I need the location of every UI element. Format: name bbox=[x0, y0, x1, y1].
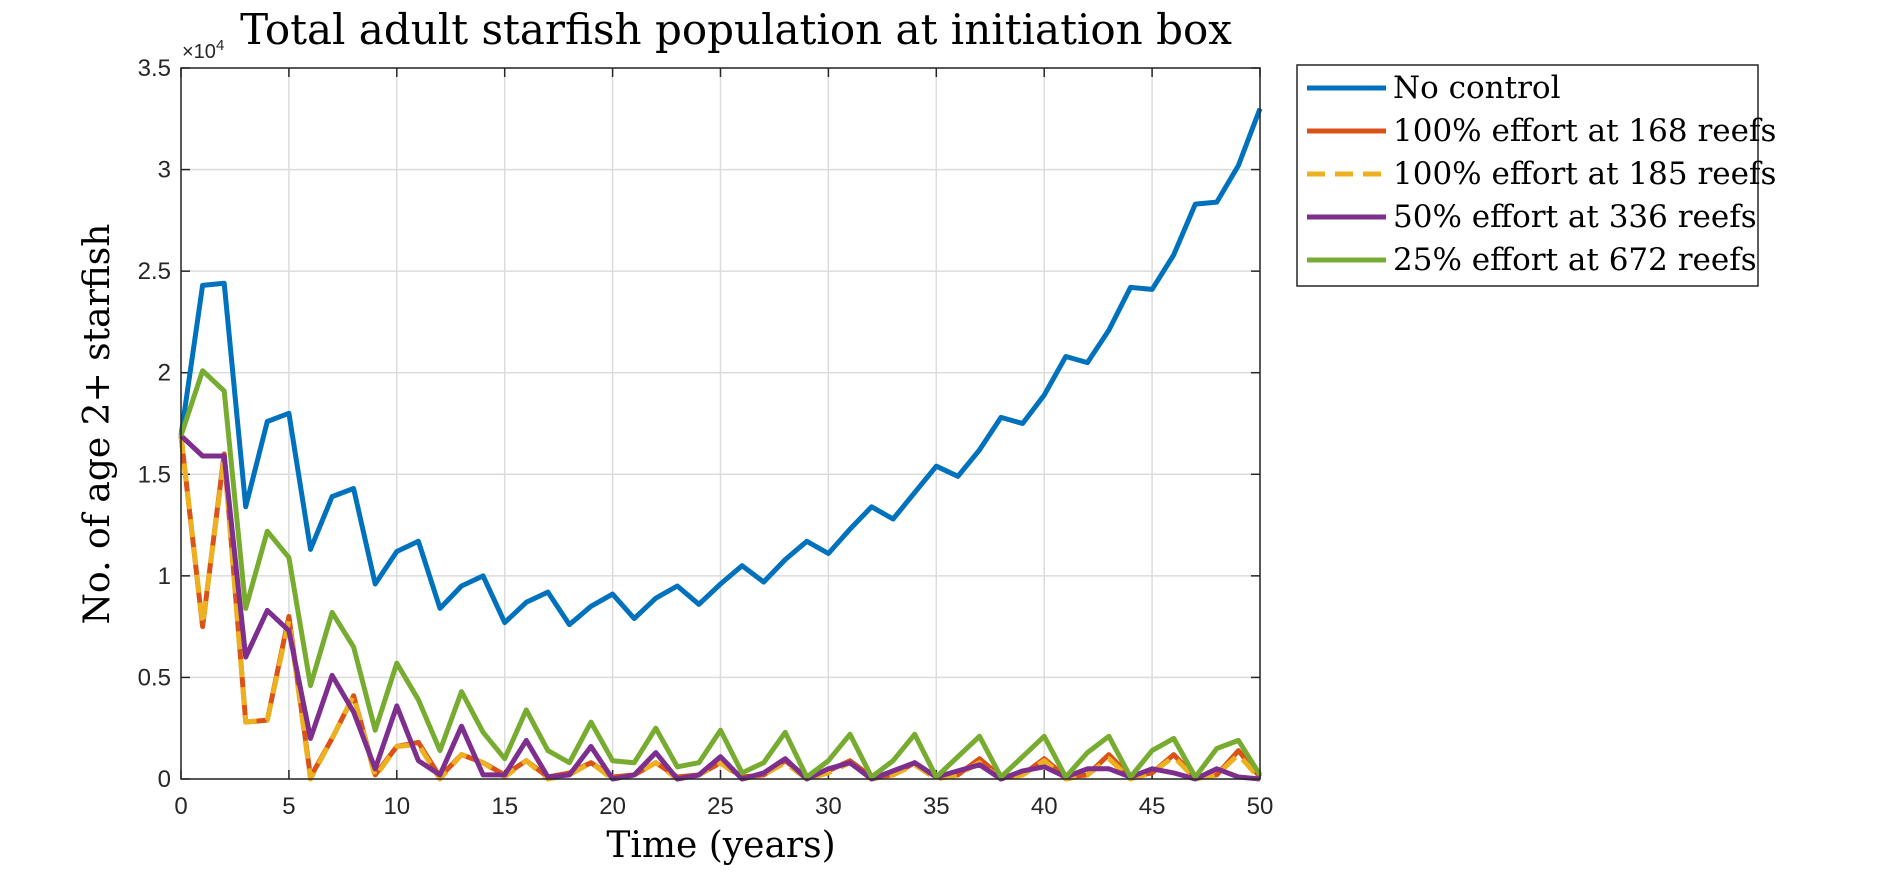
series-line-3 bbox=[178, 435, 1262, 782]
plot-area-border bbox=[180, 67, 1261, 780]
y-tick-label: 0.5 bbox=[138, 664, 171, 691]
y-tick-label: 3.5 bbox=[138, 55, 171, 82]
y-exponent-power: 4 bbox=[216, 37, 224, 54]
y-tick-label: 1.5 bbox=[138, 461, 171, 488]
legend-entries: No control 100% effort at 168 reefs 100% e… bbox=[1307, 70, 1776, 278]
series-line-5 bbox=[178, 368, 1263, 780]
legend-label: 100% effort at 185 reefs bbox=[1393, 156, 1776, 192]
legend-label: 50% effort at 336 reefs bbox=[1393, 199, 1757, 235]
series-line-4 bbox=[179, 433, 1261, 782]
y-tick-label: 2.5 bbox=[138, 258, 171, 285]
y-tick-label: 0 bbox=[158, 766, 171, 793]
y-tick-label: 2 bbox=[158, 360, 171, 387]
x-tick-label: 40 bbox=[1031, 793, 1058, 820]
series-group bbox=[178, 107, 1263, 782]
y-tick-label: 3 bbox=[158, 157, 171, 184]
x-tick-label: 15 bbox=[491, 793, 518, 820]
x-tick-label: 45 bbox=[1139, 793, 1166, 820]
x-tick-label: 5 bbox=[282, 793, 295, 820]
x-axis-label: Time (years) bbox=[606, 825, 835, 866]
x-tick-label: 10 bbox=[383, 793, 410, 820]
x-tick-label: 25 bbox=[707, 793, 734, 820]
legend: No control 100% effort at 168 reefs 100% e… bbox=[1296, 64, 1776, 287]
y-axis-ticks: 0 0.5 1 1.5 2 2.5 3 3.5 bbox=[138, 55, 1260, 793]
grid bbox=[180, 67, 1261, 780]
series-line-1 bbox=[178, 107, 1263, 628]
y-exponent-label: ×104 bbox=[182, 37, 224, 63]
legend-label: 100% effort at 168 reefs bbox=[1393, 113, 1776, 149]
y-axis-label: No. of age 2+ starfish bbox=[77, 224, 118, 625]
x-tick-label: 30 bbox=[815, 793, 842, 820]
x-axis-ticks: 0 5 10 15 20 25 30 35 40 45 50 bbox=[174, 68, 1273, 820]
x-tick-label: 50 bbox=[1247, 793, 1274, 820]
y-exponent-base: ×10 bbox=[182, 41, 216, 63]
legend-label: 25% effort at 672 reefs bbox=[1393, 242, 1757, 278]
x-tick-label: 20 bbox=[599, 793, 626, 820]
x-tick-label: 35 bbox=[923, 793, 950, 820]
chart-title: Total adult starfish population at initi… bbox=[240, 5, 1232, 54]
legend-label: No control bbox=[1393, 70, 1561, 106]
y-tick-label: 1 bbox=[158, 563, 171, 590]
x-tick-label: 0 bbox=[174, 793, 187, 820]
